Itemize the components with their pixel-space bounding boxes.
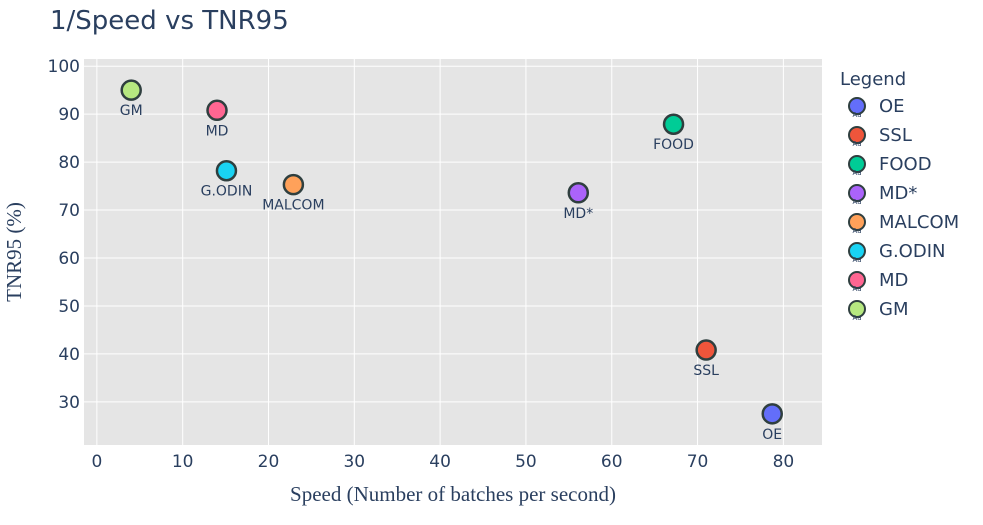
legend-label: SSL xyxy=(879,125,912,146)
legend-item[interactable]: Aa G.ODIN xyxy=(848,241,945,264)
point-marker xyxy=(567,182,590,204)
legend-marker xyxy=(848,300,866,318)
point-label: GM xyxy=(120,103,143,119)
y-tick-label: 50 xyxy=(58,297,80,317)
point-marker xyxy=(761,403,783,425)
y-tick-label: 60 xyxy=(58,249,80,269)
y-tick-label: 70 xyxy=(58,201,80,221)
point-label: MD xyxy=(206,123,229,139)
legend-label: MD* xyxy=(879,183,917,204)
legend-text-icon: Aa xyxy=(852,256,861,264)
legend-title: Legend xyxy=(840,69,906,90)
data-point: GM xyxy=(120,79,143,119)
legend-item[interactable]: Aa SSL xyxy=(848,125,912,148)
x-tick-label: 80 xyxy=(773,452,795,472)
point-marker xyxy=(662,113,685,135)
x-tick-label: 40 xyxy=(429,452,451,472)
x-tick-label: 0 xyxy=(91,452,102,472)
x-axis-ticks: 0 10 20 30 40 50 60 70 80 xyxy=(91,452,794,472)
grid-lines xyxy=(84,59,822,445)
legend-item[interactable]: Aa MALCOM xyxy=(848,212,959,235)
x-axis-label: Speed (Number of batches per second) xyxy=(290,482,616,506)
legend-text-icon: Aa xyxy=(852,111,861,119)
y-tick-label: 40 xyxy=(58,345,80,365)
data-points: OE SSL FOOD MD* MALCOM G.ODIN MD GM xyxy=(120,79,783,443)
legend-text-icon: Aa xyxy=(852,227,861,235)
legend: Legend Aa OE Aa SSL Aa FOOD Aa MD* Aa MALCOM Aa G.O… xyxy=(840,69,959,322)
legend-text-icon: Aa xyxy=(852,198,861,206)
point-label: G.ODIN xyxy=(201,184,253,200)
legend-label: MD xyxy=(879,270,908,291)
data-point: FOOD xyxy=(653,113,694,153)
point-marker xyxy=(282,173,305,196)
data-point: OE xyxy=(761,403,783,443)
legend-marker xyxy=(848,97,866,115)
point-label: FOOD xyxy=(653,137,694,153)
legend-marker xyxy=(848,126,866,144)
legend-label: MALCOM xyxy=(879,212,959,233)
x-tick-label: 60 xyxy=(601,452,623,472)
data-point: G.ODIN xyxy=(201,159,253,200)
legend-label: GM xyxy=(879,299,908,320)
legend-item[interactable]: Aa FOOD xyxy=(848,154,932,177)
y-tick-label: 100 xyxy=(48,57,80,77)
data-point: MALCOM xyxy=(262,173,325,214)
point-label: OE xyxy=(762,427,782,443)
point-marker xyxy=(120,79,142,101)
legend-text-icon: Aa xyxy=(852,314,861,322)
legend-marker xyxy=(848,242,866,260)
point-label: MD* xyxy=(563,206,593,222)
legend-text-icon: Aa xyxy=(852,140,861,148)
legend-item[interactable]: Aa MD* xyxy=(848,183,917,206)
point-label: MALCOM xyxy=(262,198,324,214)
legend-marker xyxy=(848,184,866,202)
x-tick-label: 50 xyxy=(515,452,537,472)
x-tick-label: 20 xyxy=(258,452,280,472)
legend-text-icon: Aa xyxy=(852,169,861,177)
point-marker xyxy=(695,339,717,361)
legend-label: G.ODIN xyxy=(879,241,945,262)
legend-item[interactable]: Aa GM xyxy=(848,299,908,322)
data-point: MD* xyxy=(563,182,593,222)
legend-label: OE xyxy=(879,96,905,117)
legend-marker xyxy=(848,271,866,289)
point-marker xyxy=(215,159,238,182)
y-tick-label: 90 xyxy=(58,105,80,125)
legend-marker xyxy=(848,213,866,231)
point-label: SSL xyxy=(693,363,719,379)
legend-item[interactable]: Aa OE xyxy=(848,96,905,119)
y-axis-label: TNR95 (%) xyxy=(2,202,26,302)
data-point: SSL xyxy=(693,339,719,379)
legend-text-icon: Aa xyxy=(852,285,861,293)
legend-item[interactable]: Aa MD xyxy=(848,270,908,293)
y-axis-ticks: 30 40 50 60 70 80 90 100 xyxy=(48,57,80,413)
x-tick-label: 30 xyxy=(343,452,365,472)
x-tick-label: 10 xyxy=(172,452,194,472)
point-marker xyxy=(206,99,228,122)
y-tick-label: 30 xyxy=(58,393,80,413)
legend-label: FOOD xyxy=(879,154,932,175)
data-point: MD xyxy=(206,99,229,139)
plot-area xyxy=(84,59,822,445)
legend-marker xyxy=(848,155,866,173)
y-tick-label: 80 xyxy=(58,153,80,173)
x-tick-label: 70 xyxy=(687,452,709,472)
chart-title: 1/Speed vs TNR95 xyxy=(50,6,289,36)
